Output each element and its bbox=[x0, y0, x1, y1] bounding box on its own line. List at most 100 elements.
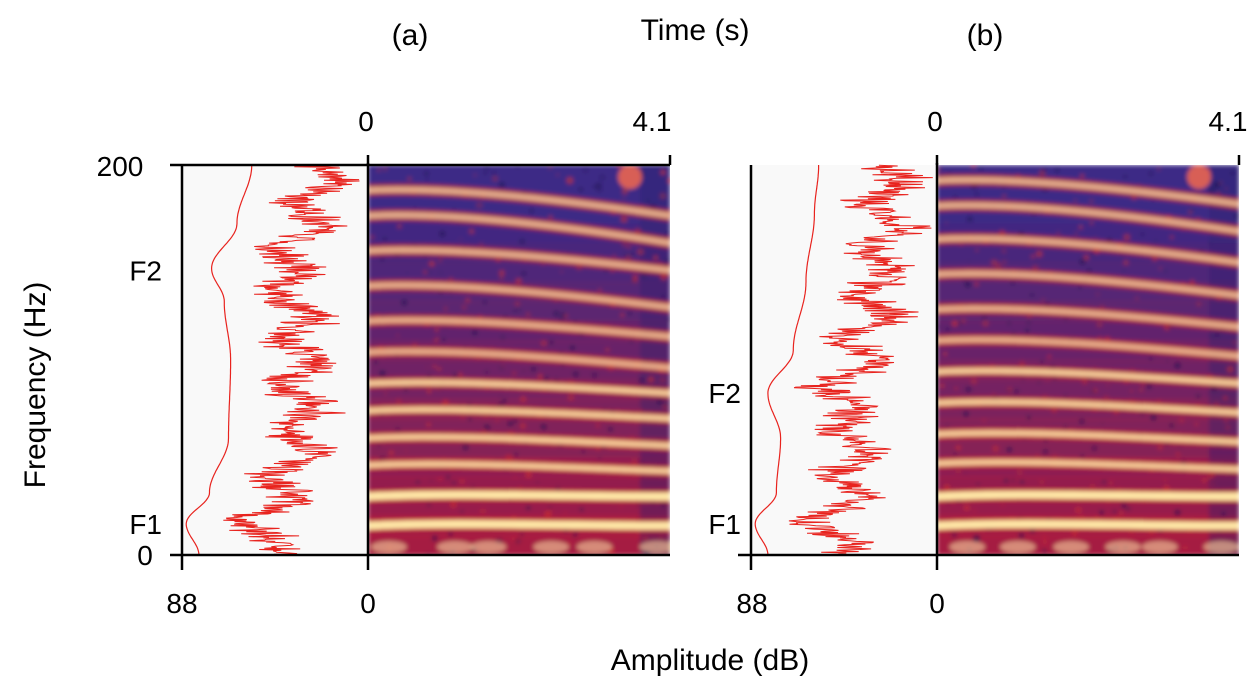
spectrogram-noise bbox=[981, 314, 987, 320]
spectrogram-noise bbox=[1074, 506, 1082, 514]
spectrogram-noise bbox=[448, 531, 454, 537]
amp-tick-label-88-a: 88 bbox=[166, 588, 197, 619]
spectrum-area-b bbox=[751, 165, 937, 555]
spectrogram-noise bbox=[1046, 379, 1049, 383]
spectrogram-noise bbox=[458, 223, 462, 226]
spectrum-line-b bbox=[788, 164, 933, 556]
spectrogram-noise bbox=[499, 394, 502, 397]
spectrogram-noise bbox=[629, 340, 634, 344]
spectrogram-noise bbox=[501, 364, 505, 367]
spectrogram-noise bbox=[1172, 423, 1175, 426]
spectrogram-noise bbox=[1174, 509, 1181, 516]
spectrogram-noise bbox=[1210, 335, 1213, 338]
spectrogram-noise bbox=[637, 248, 644, 256]
spectrogram-noise bbox=[1106, 384, 1110, 387]
spectral-envelope-b bbox=[754, 165, 820, 556]
spectrogram-noise bbox=[1194, 422, 1199, 427]
spectrogram-noise bbox=[1078, 258, 1086, 266]
spectrogram-noise bbox=[951, 532, 957, 538]
spectrogram-noise bbox=[956, 469, 961, 474]
spectrogram-noise bbox=[479, 242, 483, 246]
harmonic-track bbox=[368, 433, 670, 449]
spectrogram-noise bbox=[647, 376, 655, 383]
spectrogram-noise bbox=[627, 311, 633, 316]
spectrogram-noise bbox=[581, 449, 586, 454]
spectrogram-glow bbox=[639, 541, 670, 553]
spectrogram-noise bbox=[434, 327, 439, 332]
spectrogram-noise bbox=[579, 507, 584, 512]
spectrogram-noise bbox=[1078, 225, 1083, 229]
spectrogram-noise bbox=[1157, 399, 1161, 403]
spectrogram-noise bbox=[664, 230, 670, 236]
harmonic-track bbox=[368, 282, 670, 311]
spectrogram-noise bbox=[525, 471, 532, 478]
spectrogram-noise bbox=[465, 297, 471, 303]
spectrogram-noise bbox=[500, 334, 506, 340]
spectrogram-noise bbox=[1148, 356, 1154, 361]
spectrogram-noise bbox=[556, 173, 559, 176]
spectrogram-noise bbox=[1064, 317, 1068, 321]
freq-tick-label-200-a: 200 bbox=[97, 151, 144, 182]
spectrogram-noise bbox=[377, 444, 381, 448]
spectrogram-noise bbox=[485, 425, 491, 431]
spectrogram-noise bbox=[560, 270, 563, 273]
spectrogram-noise bbox=[513, 418, 518, 424]
spectrogram-noise bbox=[1042, 539, 1048, 545]
spectrogram-noise bbox=[1099, 510, 1104, 515]
spectrogram-noise bbox=[639, 408, 642, 411]
harmonic-track bbox=[368, 348, 670, 371]
spectrogram-noise bbox=[452, 373, 458, 378]
spectrogram-noise bbox=[1024, 328, 1030, 334]
spectrogram-noise bbox=[450, 501, 457, 509]
spectrogram-noise bbox=[426, 502, 432, 508]
spectrogram-noise bbox=[1011, 478, 1015, 482]
spectrogram-noise bbox=[1159, 266, 1162, 270]
spectrogram-noise bbox=[1174, 362, 1181, 369]
spectrogram-noise bbox=[662, 404, 668, 410]
spectrogram-noise bbox=[441, 337, 446, 342]
spectrogram-noise bbox=[954, 386, 958, 391]
spectrogram-noise bbox=[1175, 452, 1181, 457]
spectrogram-noise bbox=[1166, 359, 1169, 363]
spectrogram-noise bbox=[1091, 445, 1098, 452]
spectrogram-noise bbox=[553, 310, 560, 317]
spectrogram-glow bbox=[1203, 541, 1239, 553]
formant-f1-label-a: F1 bbox=[129, 509, 162, 540]
spectrogram-noise bbox=[1122, 269, 1126, 273]
spectrogram-noise bbox=[426, 389, 432, 394]
spectrogram-glow bbox=[999, 541, 1036, 553]
spectrogram-noise bbox=[636, 535, 640, 538]
spectrogram-noise bbox=[521, 270, 527, 277]
spectrogram-noise bbox=[1086, 267, 1092, 273]
spectrogram-noise bbox=[502, 398, 507, 404]
spectrogram-noise bbox=[462, 443, 469, 451]
spectrogram-noise bbox=[1089, 199, 1094, 204]
spectrogram-noise bbox=[1109, 481, 1113, 485]
spectrogram-noise bbox=[460, 415, 465, 420]
spectrogram-noise bbox=[958, 321, 963, 326]
spectrogram-noise bbox=[499, 275, 504, 280]
spectrogram-noise bbox=[1007, 389, 1010, 393]
spectrogram-noise bbox=[468, 417, 472, 422]
spectrogram-noise bbox=[995, 262, 1002, 269]
spectrogram-glow bbox=[1141, 541, 1178, 553]
spectrogram-noise bbox=[1002, 194, 1007, 199]
formant-f2-label-a: F2 bbox=[129, 255, 162, 286]
spectrogram-noise bbox=[567, 394, 575, 401]
spectrogram-noise bbox=[1188, 210, 1193, 215]
spectrogram-noise bbox=[607, 426, 614, 433]
spectrogram-noise bbox=[591, 372, 598, 379]
spectrogram-glow bbox=[470, 541, 507, 553]
spectrogram-noise bbox=[517, 308, 521, 312]
spectrogram-noise bbox=[383, 166, 388, 171]
spectrogram-noise bbox=[1189, 279, 1195, 285]
spectrogram-noise bbox=[653, 255, 659, 261]
harmonic-track bbox=[937, 202, 1239, 235]
spectrogram-noise bbox=[536, 480, 539, 484]
spectrogram-noise bbox=[1185, 180, 1188, 183]
spectrogram-noise bbox=[1211, 483, 1215, 486]
panel-a: 200 0 0 4.1 88 0 F1 F2 bbox=[97, 106, 672, 619]
panel-label-a: (a) bbox=[392, 19, 429, 52]
spectrogram-noise bbox=[492, 175, 499, 182]
spectrogram-noise bbox=[1027, 321, 1031, 325]
